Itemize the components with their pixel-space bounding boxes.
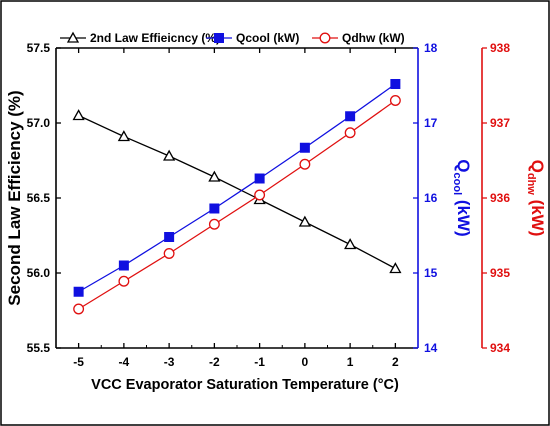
data-point <box>163 149 176 161</box>
data-point <box>390 79 401 89</box>
x-tick-label: -3 <box>164 355 175 369</box>
legend-label: Qdhw (kW) <box>342 31 405 45</box>
x-tick-label: 0 <box>302 355 309 369</box>
legend-marker <box>66 31 80 43</box>
x-tick-label: -2 <box>209 355 220 369</box>
x-tick-label: -4 <box>119 355 130 369</box>
qcool-tick-label: 15 <box>424 266 438 280</box>
left-tick-label: 56.0 <box>27 266 51 280</box>
left-tick-label: 57.0 <box>27 116 51 130</box>
qdhw-tick-label: 938 <box>490 41 510 55</box>
data-point <box>254 189 266 201</box>
series-line <box>78 83 396 293</box>
data-point <box>72 109 85 121</box>
qdhw-tick-label: 934 <box>490 341 510 355</box>
qcool-tick-label: 17 <box>424 116 438 130</box>
data-point <box>299 142 310 153</box>
data-point <box>118 275 130 287</box>
legend-label: Qcool (kW) <box>236 31 299 45</box>
data-point <box>73 303 85 315</box>
series-1 <box>72 109 402 274</box>
data-point <box>118 260 129 271</box>
qdhw-axis-title-main: Q <box>528 160 547 173</box>
legend: 2nd Law Effieicncy (%) Qcool (kW) Qdhw (kW… <box>60 31 405 45</box>
series-3 <box>73 95 401 315</box>
data-point <box>73 286 84 297</box>
data-point <box>209 203 220 214</box>
qcool-axis-title-unit: (kW) <box>454 195 473 237</box>
data-point <box>299 158 311 170</box>
qcool-tick-label: 18 <box>424 41 438 55</box>
qcool-axis-title-sub: cool <box>451 173 463 196</box>
data-point <box>344 127 356 139</box>
data-point <box>254 173 265 184</box>
plot-area: -5 -4 -3 -2 -1 0 1 2 VCC Evaporator Saturation T… <box>5 31 547 393</box>
x-tick-label: 2 <box>392 355 399 369</box>
data-point <box>117 130 130 142</box>
qdhw-tick-label: 936 <box>490 191 510 205</box>
x-tick-label: -5 <box>73 355 84 369</box>
legend-label: 2nd Law Effieicncy (%) <box>90 31 220 45</box>
series-line <box>78 99 396 310</box>
x-tick-label: -1 <box>254 355 265 369</box>
data-point <box>208 170 221 182</box>
qcool-tick-label: 14 <box>424 341 438 355</box>
qdhw-axis-title-unit: (kW) <box>528 195 547 237</box>
left-tick-label: 55.5 <box>27 341 51 355</box>
data-point <box>389 95 401 106</box>
x-tick-label: 1 <box>347 355 354 369</box>
data-point <box>389 262 402 274</box>
data-point <box>345 111 356 122</box>
left-tick-label: 57.5 <box>27 41 51 55</box>
qcool-tick-label: 16 <box>424 191 438 205</box>
legend-marker <box>214 33 224 43</box>
x-axis-title: VCC Evaporator Saturation Temperature (°… <box>91 377 399 393</box>
legend-marker <box>319 32 331 44</box>
data-point <box>344 238 357 250</box>
series-line <box>78 114 396 270</box>
qdhw-tick-label: 935 <box>490 266 510 280</box>
qcool-axis-title: Qcool (kW) <box>451 159 473 236</box>
data-point <box>208 218 220 230</box>
series-2 <box>73 79 401 297</box>
data-point <box>163 248 175 259</box>
data-point <box>298 215 311 227</box>
left-tick-label: 56.5 <box>27 191 51 205</box>
left-axis-title: Second Law Efficiency (%) <box>5 90 24 305</box>
qdhw-tick-label: 937 <box>490 116 510 130</box>
qcool-axis-title-main: Q <box>454 159 473 172</box>
qdhw-axis-title: Qdhw (kW) <box>525 160 547 237</box>
data-point <box>164 232 175 242</box>
qdhw-axis-title-sub: dhw <box>525 173 537 195</box>
